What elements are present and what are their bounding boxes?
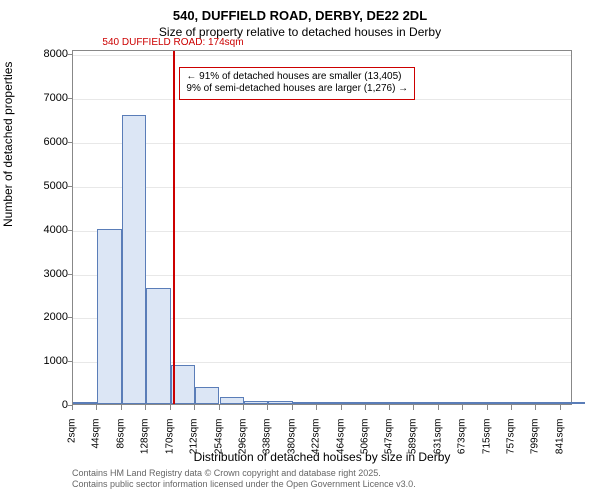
histogram-bar (512, 402, 536, 404)
histogram-bar (488, 402, 512, 404)
x-tick-label: 380sqm (286, 419, 297, 459)
x-tick-mark (389, 405, 390, 410)
y-tick-label: 1000 (44, 355, 68, 367)
x-tick-mark (487, 405, 488, 410)
x-tick-mark (438, 405, 439, 410)
gridline (73, 143, 571, 144)
x-tick-label: 44sqm (91, 419, 102, 459)
gridline (73, 187, 571, 188)
y-tick-label: 3000 (44, 268, 68, 280)
annotation-box: ← 91% of detached houses are smaller (13… (179, 67, 415, 100)
x-tick-label: 338sqm (262, 419, 273, 459)
y-tick-label: 4000 (44, 224, 68, 236)
histogram-bar (293, 402, 317, 404)
x-tick-label: 673sqm (457, 419, 468, 459)
chart-title-sub: Size of property relative to detached ho… (0, 25, 600, 39)
histogram-bar (561, 402, 585, 404)
y-tick-mark (67, 317, 72, 318)
y-tick-label: 6000 (44, 136, 68, 148)
footer-line-1: Contains HM Land Registry data © Crown c… (72, 468, 416, 479)
histogram-bar (97, 229, 121, 404)
x-tick-label: 212sqm (189, 419, 200, 459)
reference-line-label: 540 DUFFIELD ROAD: 174sqm (102, 37, 243, 48)
x-tick-label: 170sqm (164, 419, 175, 459)
x-tick-mark (560, 405, 561, 410)
histogram-bar (317, 402, 341, 404)
histogram-bar (342, 402, 366, 404)
x-tick-mark (72, 405, 73, 410)
x-tick-label: 464sqm (335, 419, 346, 459)
x-tick-label: 799sqm (530, 419, 541, 459)
x-tick-label: 86sqm (115, 419, 126, 459)
x-tick-label: 631sqm (432, 419, 443, 459)
annotation-line-1: ← 91% of detached houses are smaller (13… (186, 71, 408, 84)
x-tick-mark (511, 405, 512, 410)
x-tick-mark (462, 405, 463, 410)
annotation-line-2: 9% of semi-detached houses are larger (1… (186, 83, 408, 96)
y-tick-label: 8000 (44, 48, 68, 60)
x-tick-label: 841sqm (554, 419, 565, 459)
histogram-bar (439, 402, 463, 404)
chart-title-main: 540, DUFFIELD ROAD, DERBY, DE22 2DL (0, 0, 600, 23)
x-tick-mark (194, 405, 195, 410)
histogram-bar (195, 387, 219, 404)
reference-line (173, 51, 175, 404)
x-tick-label: 589sqm (408, 419, 419, 459)
x-tick-label: 715sqm (481, 419, 492, 459)
y-tick-mark (67, 98, 72, 99)
histogram-bar (122, 115, 146, 404)
x-tick-label: 2sqm (67, 419, 78, 459)
x-tick-mark (96, 405, 97, 410)
x-tick-label: 547sqm (383, 419, 394, 459)
histogram-bar (220, 397, 244, 404)
chart-footer: Contains HM Land Registry data © Crown c… (72, 468, 416, 491)
x-tick-label: 506sqm (360, 419, 371, 459)
x-tick-mark (535, 405, 536, 410)
histogram-bar (268, 401, 292, 404)
x-tick-mark (267, 405, 268, 410)
gridline (73, 231, 571, 232)
chart-container: 540, DUFFIELD ROAD, DERBY, DE22 2DL Size… (0, 0, 600, 500)
x-tick-label: 757sqm (505, 419, 516, 459)
x-tick-label: 254sqm (213, 419, 224, 459)
y-tick-mark (67, 54, 72, 55)
x-tick-mark (170, 405, 171, 410)
y-axis-label: Number of detached properties (1, 62, 15, 227)
y-tick-label: 5000 (44, 180, 68, 192)
y-tick-mark (67, 142, 72, 143)
x-tick-mark (365, 405, 366, 410)
x-tick-mark (292, 405, 293, 410)
histogram-bar (536, 402, 560, 404)
x-tick-mark (145, 405, 146, 410)
histogram-bar (73, 402, 97, 404)
gridline (73, 55, 571, 56)
y-tick-mark (67, 186, 72, 187)
x-tick-mark (341, 405, 342, 410)
histogram-bar (244, 401, 268, 405)
x-tick-label: 296sqm (237, 419, 248, 459)
histogram-bar (146, 288, 170, 404)
histogram-bar (366, 402, 390, 404)
gridline (73, 275, 571, 276)
x-tick-mark (243, 405, 244, 410)
x-tick-mark (413, 405, 414, 410)
x-tick-label: 422sqm (311, 419, 322, 459)
y-tick-label: 2000 (44, 311, 68, 323)
histogram-bar (414, 402, 438, 404)
y-tick-label: 7000 (44, 92, 68, 104)
footer-line-2: Contains public sector information licen… (72, 479, 416, 490)
x-tick-mark (219, 405, 220, 410)
histogram-bar (390, 402, 414, 404)
x-tick-mark (121, 405, 122, 410)
y-tick-mark (67, 361, 72, 362)
y-tick-mark (67, 230, 72, 231)
x-tick-label: 128sqm (140, 419, 151, 459)
x-tick-mark (316, 405, 317, 410)
plot-area: 540 DUFFIELD ROAD: 174sqm← 91% of detach… (72, 50, 572, 405)
y-tick-mark (67, 274, 72, 275)
histogram-bar (463, 402, 487, 404)
